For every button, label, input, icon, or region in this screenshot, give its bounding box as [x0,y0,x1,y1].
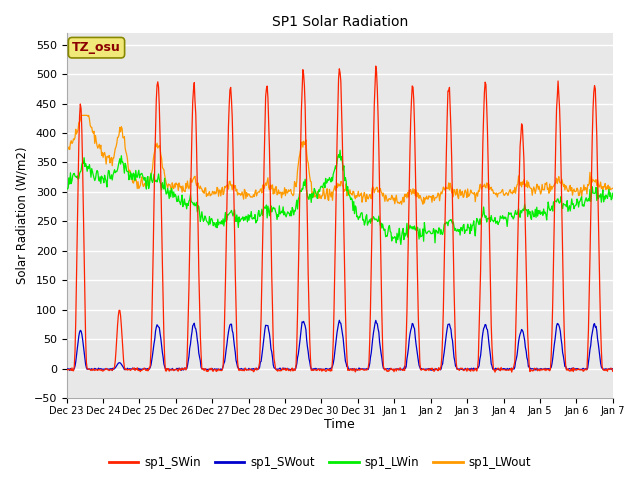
Text: TZ_osu: TZ_osu [72,41,121,54]
Y-axis label: Solar Radiation (W/m2): Solar Radiation (W/m2) [15,147,28,284]
X-axis label: Time: Time [324,419,355,432]
Legend: sp1_SWin, sp1_SWout, sp1_LWin, sp1_LWout: sp1_SWin, sp1_SWout, sp1_LWin, sp1_LWout [104,452,536,474]
Title: SP1 Solar Radiation: SP1 Solar Radiation [271,15,408,29]
